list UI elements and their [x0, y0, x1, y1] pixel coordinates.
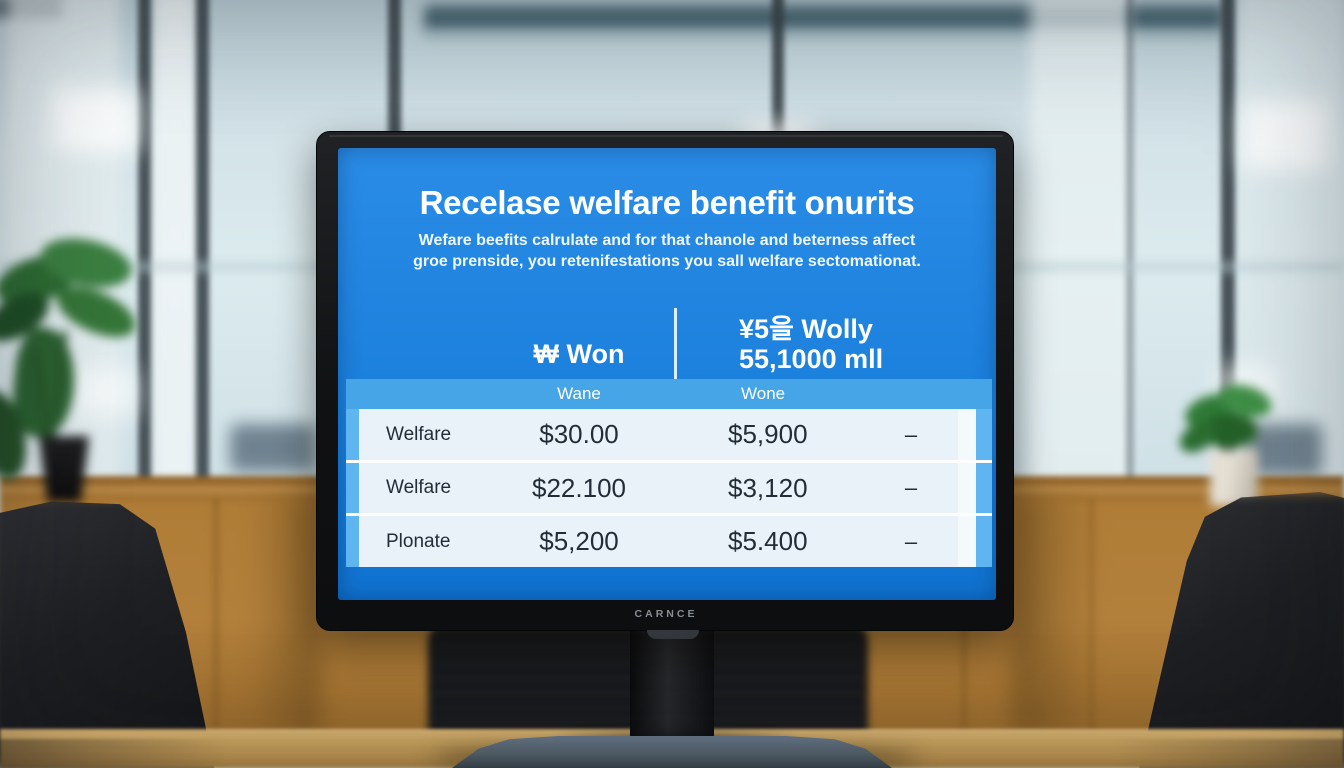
row-dash: –	[904, 528, 918, 554]
bright-window-right	[1030, 0, 1130, 492]
row-label: Welfare	[386, 477, 452, 498]
desk-shade-left	[0, 739, 230, 768]
subheader-band	[346, 379, 992, 409]
monitor: CARNCE Recelase welfare benefit onurits …	[316, 131, 1014, 639]
monitor-stand-base	[452, 736, 892, 768]
subtitle-line-1: Wefare beefits calrulate and for that ch…	[418, 232, 916, 249]
row-dash: –	[904, 475, 918, 500]
right-header-line-1: ¥5을 Wolly	[739, 314, 873, 344]
desk-shade-right	[1114, 739, 1344, 768]
slide-subtitle: Wefare beefits calrulate and for that ch…	[338, 230, 996, 272]
column-divider-upper	[674, 308, 677, 409]
monitor-screen: Recelase welfare benefit onurits Wefare …	[338, 148, 996, 600]
subheader-right-label: Wone	[741, 384, 786, 403]
row-edge	[958, 516, 976, 567]
row-background	[359, 516, 976, 567]
window-mullion	[138, 0, 151, 492]
row-separator	[346, 460, 992, 463]
light-reflection	[1242, 100, 1330, 170]
benefits-table: Welfare $30.00 $5,900 – Welfare $22.100 …	[346, 409, 992, 567]
window-mullion	[196, 0, 209, 492]
chair-behind-glass	[1246, 424, 1322, 476]
row-edge	[958, 409, 976, 460]
monitor-shadow-right	[1012, 496, 1096, 734]
monitor-shadow-left	[248, 496, 320, 734]
row-value-2: $3,120	[728, 472, 808, 503]
credenza-seam	[1090, 498, 1093, 734]
ceiling-beam-reflection	[424, 30, 1224, 42]
row-value-2: $5.400	[728, 526, 808, 556]
bezel-notch	[647, 630, 699, 639]
bright-pillar	[153, 0, 197, 492]
row-background	[359, 409, 976, 460]
row-label: Plonate	[386, 530, 451, 552]
row-value-1: $5,200	[539, 526, 619, 556]
table-row: Welfare $30.00 $5,900 –	[346, 409, 992, 460]
potted-plant-left	[0, 230, 158, 510]
monitor-stand-neck	[630, 629, 714, 745]
row-dash: –	[904, 421, 918, 447]
row-edge	[958, 463, 976, 513]
window-mullion	[1126, 0, 1134, 492]
row-value-1: $30.00	[539, 419, 619, 449]
subheader-left-label: Wane	[557, 384, 601, 403]
row-separator	[346, 513, 992, 516]
subtitle-line-2: groe prenside, you retenifestations you …	[413, 253, 921, 270]
left-column-header: ₩ Won	[533, 339, 625, 369]
plant-pot	[38, 436, 90, 502]
credenza-seam	[214, 498, 218, 734]
row-background	[359, 463, 976, 513]
right-header-line-2: 55,1000 mll	[739, 344, 884, 374]
chair-behind-glass	[230, 424, 316, 472]
table-row: Plonate $5,200 $5.400 –	[346, 516, 992, 567]
plant-pot	[1210, 450, 1258, 506]
light-reflection	[74, 368, 138, 416]
right-column-header: ¥5을 Wolly 55,1000 mll	[739, 314, 989, 374]
potted-plant-right	[1170, 379, 1300, 515]
row-value-1: $22.100	[532, 472, 626, 503]
slide-title: Recelase welfare benefit onurits	[419, 184, 915, 221]
bezel-highlight	[329, 135, 1003, 137]
table-row: Welfare $22.100 $3,120 –	[346, 463, 992, 513]
row-value-2: $5,900	[728, 419, 808, 449]
monitor-brand: CARNCE	[634, 608, 698, 620]
row-label: Welfare	[386, 423, 452, 445]
light-reflection	[52, 88, 140, 152]
